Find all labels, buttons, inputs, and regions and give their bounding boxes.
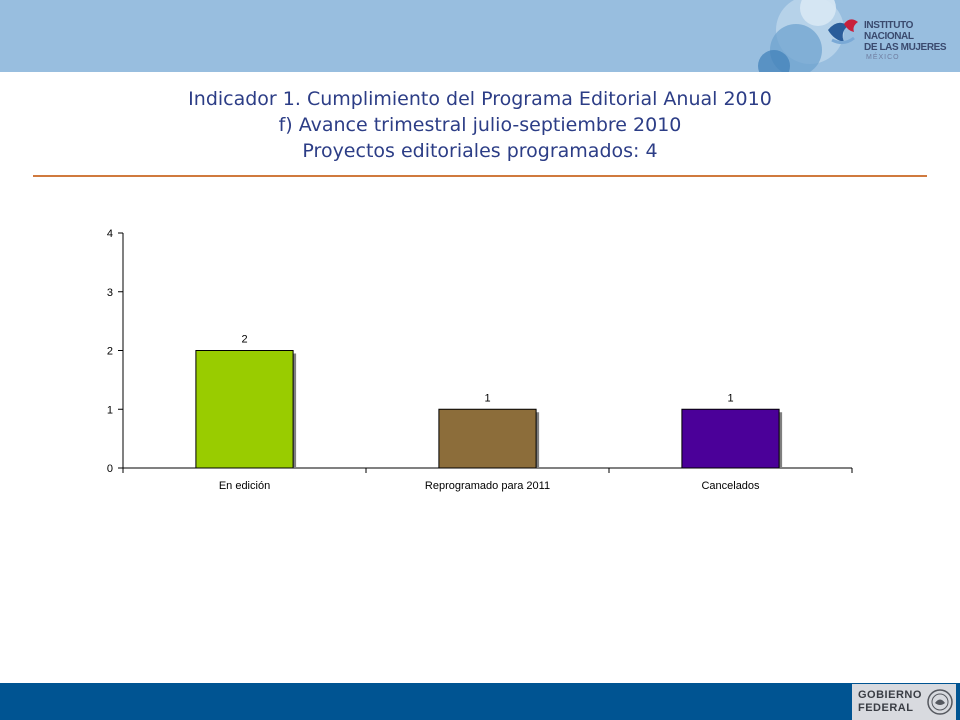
data-label: 2 bbox=[241, 334, 247, 346]
y-tick-label: 4 bbox=[107, 228, 113, 240]
logo-line-2: DE LAS MUJERES bbox=[864, 42, 947, 53]
seal-icon bbox=[927, 689, 953, 715]
logo-line-1: INSTITUTO NACIONAL bbox=[864, 20, 914, 42]
footer-line-2: FEDERAL bbox=[858, 702, 914, 714]
logo-line-3: MÉXICO bbox=[866, 54, 900, 61]
footer-line-1: GOBIERNO bbox=[858, 689, 922, 701]
x-category-label: En edición bbox=[219, 480, 270, 492]
title-line-2: f) Avance trimestral julio-septiembre 20… bbox=[278, 114, 682, 136]
gobierno-federal-wordmark: GOBIERNO FEDERAL bbox=[858, 689, 922, 715]
y-tick-label: 2 bbox=[107, 346, 113, 358]
y-tick-label: 0 bbox=[107, 463, 113, 475]
logo-graphic bbox=[758, 0, 858, 72]
x-category-label: Reprogramado para 2011 bbox=[425, 480, 550, 492]
x-category-label: Cancelados bbox=[701, 480, 760, 492]
footer-band bbox=[0, 683, 960, 720]
bar-chart: 0 1 2 3 4 2 En edición 1 Reprogramado para 2011 1… bbox=[107, 228, 853, 492]
logo-wordmark: INSTITUTO NACIONAL DE LAS MUJERES MÉXICO bbox=[864, 20, 960, 62]
title-line-1: Indicador 1. Cumplimiento del Programa E… bbox=[188, 88, 772, 110]
title-line-3: Proyectos editoriales programados: 4 bbox=[302, 140, 658, 162]
gobierno-federal-logo: GOBIERNO FEDERAL bbox=[852, 684, 956, 720]
bar-3 bbox=[681, 408, 780, 469]
y-tick-label: 1 bbox=[107, 404, 113, 416]
bar-2 bbox=[438, 408, 537, 469]
slide-title: Indicador 1. Cumplimiento del Programa E… bbox=[0, 86, 960, 164]
inmujeres-logo: INSTITUTO NACIONAL DE LAS MUJERES MÉXICO bbox=[752, 0, 960, 72]
data-label: 1 bbox=[727, 392, 733, 404]
title-divider bbox=[33, 175, 927, 177]
bar-1 bbox=[195, 350, 294, 469]
y-tick-label: 3 bbox=[107, 287, 113, 299]
data-label: 1 bbox=[484, 392, 490, 404]
